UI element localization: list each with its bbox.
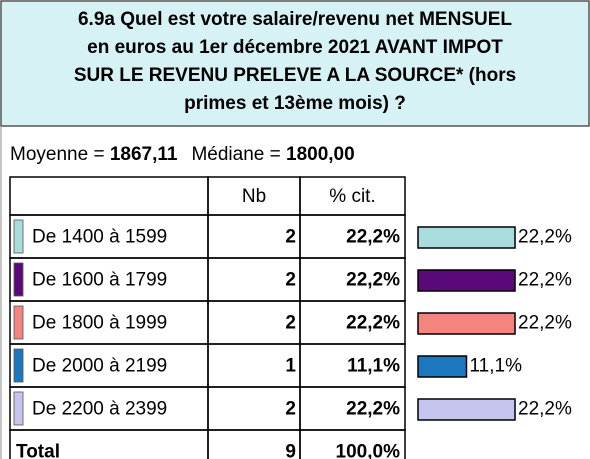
row-label: Total <box>16 442 60 459</box>
bar-label: 22,2% <box>518 313 572 334</box>
bar <box>417 398 516 421</box>
pct: 22,2% <box>346 270 400 291</box>
bar <box>417 269 516 292</box>
bar-label: 22,2% <box>518 227 572 248</box>
pct: 11,1% <box>347 356 400 377</box>
stats: Moyenne = 1867,11 Médiane = 1800,00 <box>10 144 355 165</box>
color-swatch <box>13 348 24 383</box>
pct: 100,0% <box>336 442 401 459</box>
color-swatch <box>13 262 24 297</box>
nb: 2 <box>285 313 296 334</box>
title-line: primes et 13ème mois) ? <box>184 93 406 114</box>
column-header: % cit. <box>329 186 375 207</box>
color-swatch <box>13 219 24 254</box>
nb: 2 <box>285 227 296 248</box>
color-swatch <box>13 391 24 426</box>
nb: 2 <box>285 399 296 420</box>
header-cell <box>9 176 209 216</box>
bar-label: 22,2% <box>518 270 572 291</box>
row-label: De 2000 à 2199 <box>32 356 167 377</box>
color-swatch <box>13 305 24 340</box>
bar <box>417 355 468 378</box>
mean-label: Moyenne = <box>10 144 105 165</box>
pct: 22,2% <box>346 313 400 334</box>
bar-label: 22,2% <box>518 399 572 420</box>
column-header: Nb <box>242 186 266 207</box>
row-label: De 1600 à 1799 <box>32 270 167 291</box>
row-label: De 2200 à 2399 <box>32 399 167 420</box>
bar-label: 11,1% <box>470 356 523 377</box>
mean: 1867,11 <box>110 144 178 165</box>
cell <box>299 429 406 459</box>
pct: 22,2% <box>346 227 400 248</box>
title-line: SUR LE REVENU PRELEVE A LA SOURCE* (hors <box>74 65 516 86</box>
bar <box>417 226 516 249</box>
nb: 1 <box>285 356 296 377</box>
nb: 9 <box>285 442 296 459</box>
row-label: De 1800 à 1999 <box>32 313 167 334</box>
pct: 22,2% <box>346 399 400 420</box>
median-label: Médiane = <box>191 144 280 165</box>
title-line: en euros au 1er décembre 2021 AVANT IMPO… <box>87 37 503 58</box>
bar <box>417 312 516 335</box>
nb: 2 <box>285 270 296 291</box>
title-box <box>0 0 590 127</box>
row-label: De 1400 à 1599 <box>32 227 167 248</box>
median: 1800,00 <box>286 144 355 165</box>
title-line: 6.9a Quel est votre salaire/revenu net M… <box>78 9 512 30</box>
